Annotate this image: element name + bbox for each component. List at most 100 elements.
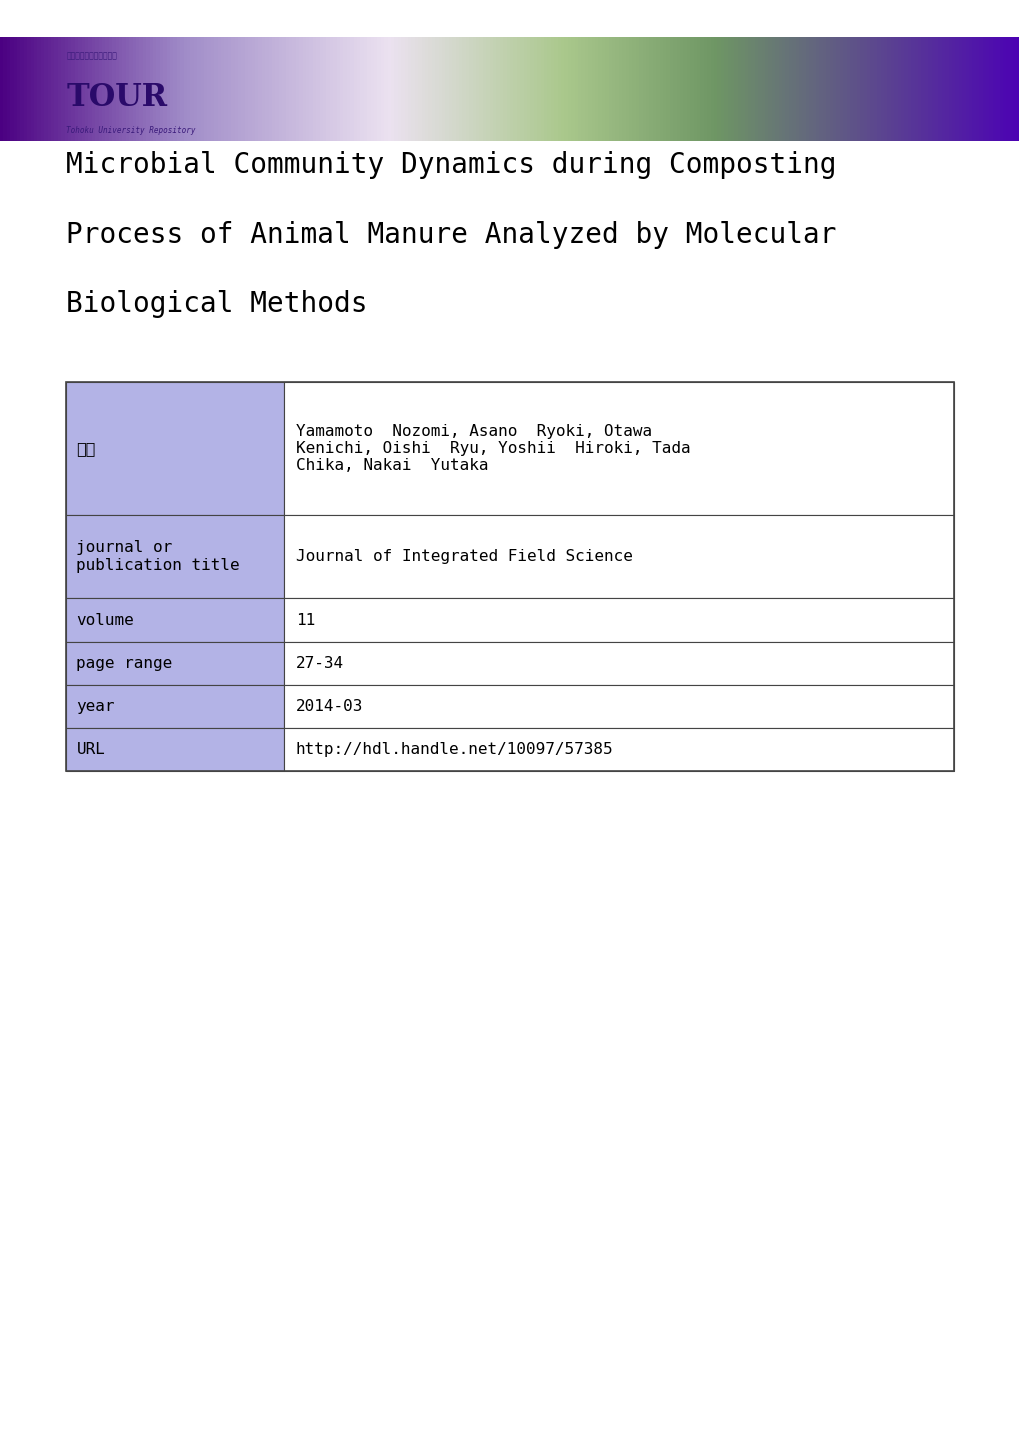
Bar [333,37,337,141]
Bar [282,37,286,141]
Bar [761,37,765,141]
Bar [112,37,116,141]
Bar [384,37,388,141]
Bar [574,37,579,141]
Bar [221,37,225,141]
Bar [234,37,238,141]
Bar [659,37,663,141]
Bar [690,37,694,141]
Bar [767,37,772,141]
Bar [227,37,232,141]
Bar [245,37,249,141]
Bar [543,37,548,141]
Bar [1002,37,1007,141]
Bar [795,37,799,141]
Bar [513,37,518,141]
Bar [445,37,449,141]
Bar [591,37,595,141]
Bar [578,37,582,141]
Bar [808,37,813,141]
Bar [89,37,93,141]
Bar [66,642,283,685]
Text: year: year [76,699,115,714]
Bar [309,37,314,141]
Bar [924,37,928,141]
Bar [839,37,844,141]
Text: 27-34: 27-34 [296,656,343,671]
Bar [700,37,704,141]
Bar [680,37,684,141]
Bar [441,37,446,141]
Bar [710,37,714,141]
Text: 11: 11 [296,613,315,627]
Bar [560,37,565,141]
Bar [283,515,953,598]
Bar [914,37,918,141]
Bar [390,37,395,141]
Bar [119,37,123,141]
Bar [319,37,324,141]
Bar [44,37,49,141]
Bar [890,37,895,141]
Bar [64,37,69,141]
Bar [425,37,429,141]
Bar [156,37,161,141]
Bar [635,37,640,141]
Bar [418,37,422,141]
Bar [10,37,14,141]
Bar [894,37,898,141]
Bar [822,37,826,141]
Bar [323,37,327,141]
Bar [782,37,786,141]
Bar [550,37,554,141]
Bar [17,37,21,141]
Bar [329,37,334,141]
Bar [231,37,235,141]
Bar [557,37,561,141]
Bar [283,685,953,728]
Text: http://hdl.handle.net/10097/57385: http://hdl.handle.net/10097/57385 [296,743,613,757]
Bar [859,37,864,141]
Bar [224,37,228,141]
Bar [632,37,636,141]
Bar [693,37,697,141]
Bar [904,37,908,141]
Bar [594,37,599,141]
Bar [237,37,243,141]
Bar [564,37,569,141]
Bar [798,37,803,141]
Bar [153,37,157,141]
Bar [897,37,901,141]
Bar [1009,37,1013,141]
Bar [283,598,953,642]
Bar [408,37,412,141]
Bar [258,37,263,141]
Bar [937,37,942,141]
Bar [907,37,911,141]
Bar [971,37,976,141]
Bar [625,37,630,141]
Bar [849,37,854,141]
Bar [788,37,793,141]
Bar [683,37,687,141]
Bar [38,37,42,141]
Bar [828,37,834,141]
Bar [265,37,269,141]
Bar [204,37,208,141]
Bar [469,37,473,141]
Bar [622,37,626,141]
Bar [394,37,398,141]
Bar [900,37,905,141]
Bar [843,37,847,141]
Bar [645,37,650,141]
Bar [771,37,775,141]
Bar [0,37,4,141]
Bar [143,37,147,141]
Bar [82,37,86,141]
Text: page range: page range [76,656,172,671]
Bar [71,37,75,141]
Bar [639,37,643,141]
Bar [34,37,39,141]
Bar [48,37,52,141]
Bar [283,642,953,685]
